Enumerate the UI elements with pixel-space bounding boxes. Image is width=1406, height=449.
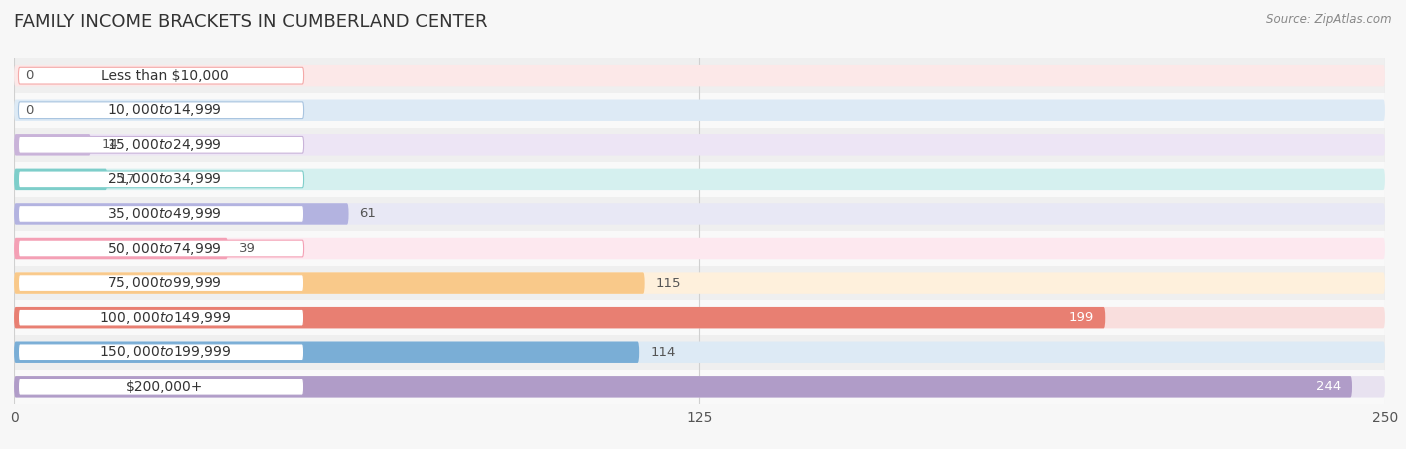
Text: 115: 115 — [655, 277, 681, 290]
Bar — [14, 266, 1385, 300]
FancyBboxPatch shape — [14, 100, 1385, 121]
Bar — [14, 162, 1385, 197]
FancyBboxPatch shape — [14, 376, 1385, 397]
Bar — [14, 93, 1385, 128]
Text: $25,000 to $34,999: $25,000 to $34,999 — [107, 172, 222, 187]
FancyBboxPatch shape — [18, 171, 304, 188]
Text: $50,000 to $74,999: $50,000 to $74,999 — [107, 241, 222, 256]
Bar — [14, 370, 1385, 404]
FancyBboxPatch shape — [14, 238, 1385, 259]
Bar — [14, 300, 1385, 335]
FancyBboxPatch shape — [14, 307, 1385, 328]
Text: 0: 0 — [25, 104, 34, 117]
FancyBboxPatch shape — [18, 309, 304, 326]
Text: $10,000 to $14,999: $10,000 to $14,999 — [107, 102, 222, 118]
Text: Source: ZipAtlas.com: Source: ZipAtlas.com — [1267, 13, 1392, 26]
FancyBboxPatch shape — [14, 342, 640, 363]
FancyBboxPatch shape — [18, 136, 304, 153]
Text: 114: 114 — [650, 346, 675, 359]
FancyBboxPatch shape — [18, 240, 304, 257]
Text: $200,000+: $200,000+ — [127, 380, 204, 394]
FancyBboxPatch shape — [14, 134, 1385, 155]
Text: $150,000 to $199,999: $150,000 to $199,999 — [98, 344, 231, 360]
Text: 17: 17 — [118, 173, 135, 186]
FancyBboxPatch shape — [14, 65, 1385, 86]
Text: FAMILY INCOME BRACKETS IN CUMBERLAND CENTER: FAMILY INCOME BRACKETS IN CUMBERLAND CEN… — [14, 13, 488, 31]
Text: $75,000 to $99,999: $75,000 to $99,999 — [107, 275, 222, 291]
Bar — [14, 335, 1385, 370]
Text: 244: 244 — [1316, 380, 1341, 393]
FancyBboxPatch shape — [14, 238, 228, 259]
FancyBboxPatch shape — [14, 376, 1353, 397]
Text: $15,000 to $24,999: $15,000 to $24,999 — [107, 137, 222, 153]
Text: $35,000 to $49,999: $35,000 to $49,999 — [107, 206, 222, 222]
FancyBboxPatch shape — [18, 102, 304, 119]
Bar — [14, 128, 1385, 162]
Text: 61: 61 — [360, 207, 377, 220]
Bar — [14, 231, 1385, 266]
Text: 39: 39 — [239, 242, 256, 255]
FancyBboxPatch shape — [14, 134, 91, 155]
Bar — [14, 197, 1385, 231]
FancyBboxPatch shape — [14, 169, 107, 190]
Text: 199: 199 — [1069, 311, 1094, 324]
FancyBboxPatch shape — [14, 169, 1385, 190]
Text: Less than $10,000: Less than $10,000 — [101, 69, 229, 83]
Text: 0: 0 — [25, 69, 34, 82]
FancyBboxPatch shape — [18, 344, 304, 361]
FancyBboxPatch shape — [18, 275, 304, 291]
FancyBboxPatch shape — [18, 206, 304, 222]
FancyBboxPatch shape — [14, 342, 1385, 363]
FancyBboxPatch shape — [18, 67, 304, 84]
FancyBboxPatch shape — [14, 203, 1385, 224]
FancyBboxPatch shape — [14, 203, 349, 224]
Text: 14: 14 — [101, 138, 118, 151]
FancyBboxPatch shape — [14, 307, 1105, 328]
FancyBboxPatch shape — [14, 273, 644, 294]
Bar — [14, 58, 1385, 93]
Text: $100,000 to $149,999: $100,000 to $149,999 — [98, 310, 231, 326]
FancyBboxPatch shape — [14, 273, 1385, 294]
FancyBboxPatch shape — [18, 379, 304, 395]
